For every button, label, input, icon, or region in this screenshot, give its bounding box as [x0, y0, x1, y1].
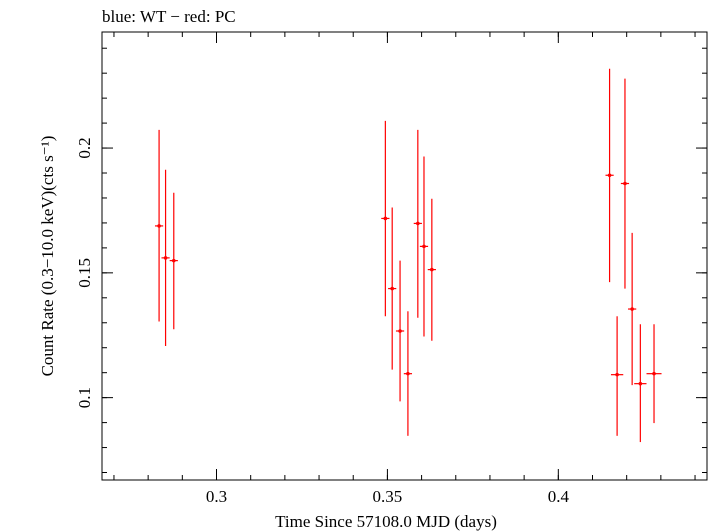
data-point	[646, 324, 662, 424]
data-points	[154, 68, 662, 443]
point-marker	[416, 221, 420, 226]
y-tick-label: 0.1	[75, 387, 94, 408]
chart-title: blue: WT − red: PC	[102, 7, 236, 26]
data-point	[427, 198, 436, 341]
data-point	[388, 207, 397, 370]
plot-frame	[101, 31, 708, 481]
data-point	[634, 324, 647, 443]
data-point	[169, 192, 178, 330]
point-marker	[607, 173, 612, 178]
point-marker	[623, 181, 627, 186]
point-marker	[422, 244, 426, 249]
point-marker	[157, 224, 161, 228]
data-point	[605, 68, 614, 283]
data-point	[419, 156, 429, 337]
y-tick-label: 0.15	[75, 258, 94, 288]
point-marker	[383, 216, 388, 221]
data-point	[381, 120, 390, 317]
x-tick-label: 0.35	[373, 487, 403, 506]
data-point	[403, 311, 413, 436]
point-marker	[630, 307, 634, 311]
point-marker	[406, 371, 410, 376]
x-axis-label: Time Since 57108.0 MJD (days)	[275, 512, 497, 531]
y-tick-label: 0.2	[75, 137, 94, 158]
point-marker	[638, 381, 643, 386]
axis-tick-labels: 0.3 0.35 0.4 0.1 0.15 0.2	[75, 137, 569, 506]
data-point	[154, 129, 164, 322]
point-marker	[615, 372, 619, 377]
point-marker	[390, 286, 394, 291]
data-point	[413, 129, 422, 318]
y-axis-label: Count Rate (0.3−10.0 keV)(cts s⁻¹)	[38, 136, 57, 377]
point-marker	[398, 329, 402, 333]
data-point	[620, 78, 630, 289]
data-point	[628, 232, 637, 386]
x-tick-label: 0.3	[206, 487, 227, 506]
point-marker	[652, 371, 656, 376]
data-point	[610, 316, 624, 436]
point-marker	[430, 267, 434, 272]
data-point	[395, 260, 405, 402]
point-marker	[171, 258, 176, 263]
point-marker	[163, 256, 168, 260]
x-tick-label: 0.4	[548, 487, 570, 506]
data-point	[161, 169, 170, 346]
axis-ticks	[102, 32, 707, 480]
